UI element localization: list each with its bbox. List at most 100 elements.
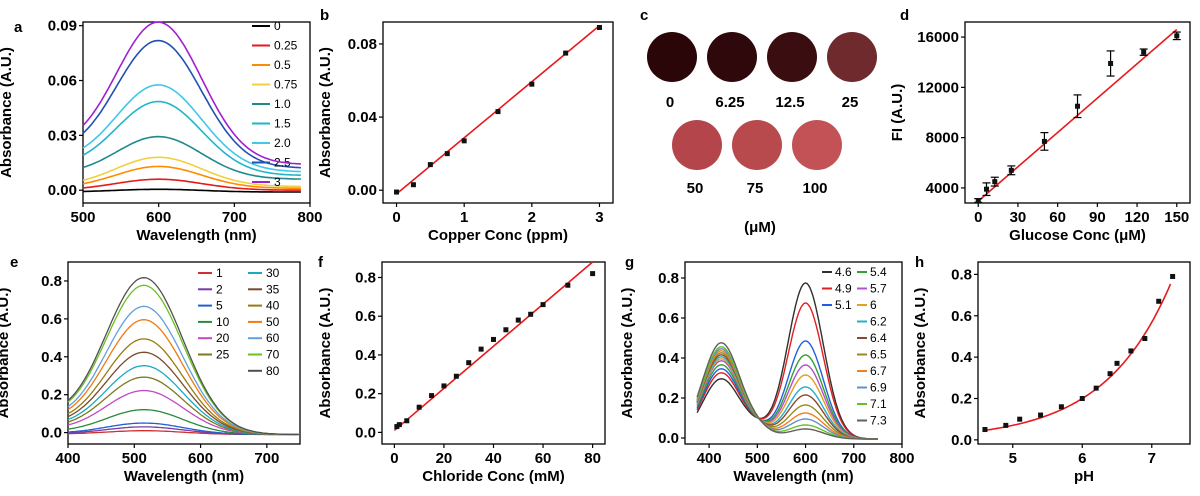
panel-label: h	[915, 254, 924, 271]
y-tick-label: 8000	[926, 130, 959, 147]
data-point	[404, 418, 410, 424]
data-point	[528, 311, 534, 317]
x-tick-label: 3	[595, 209, 603, 226]
y-axis-label: Absorbance (A.U.)	[0, 47, 15, 178]
y-tick-label: 0.09	[48, 18, 77, 35]
plot-frame-g	[684, 261, 903, 445]
spectrum-line	[67, 277, 299, 436]
x-axis-label: pH	[1074, 468, 1094, 485]
legend-label: 25	[216, 348, 230, 362]
spectrum-line	[696, 282, 878, 440]
x-tick-label: 500	[70, 209, 95, 226]
y-tick-label: 0.00	[48, 182, 77, 199]
spot-label: 100	[802, 180, 827, 197]
spectrum-line	[696, 358, 878, 440]
sample-spot	[707, 32, 757, 82]
data-point	[461, 138, 467, 144]
spot-label: 6.25	[715, 94, 744, 111]
data-point	[984, 186, 990, 192]
legend-label: 4.9	[835, 282, 852, 296]
data-point	[394, 189, 400, 195]
legend-label: 1.5	[274, 117, 291, 131]
x-tick-label: 0	[390, 450, 398, 467]
legend-label: 1.0	[274, 97, 291, 111]
data-point	[1141, 49, 1147, 55]
y-tick-label: 0.4	[658, 350, 680, 367]
panel-label: a	[14, 19, 23, 36]
plot-frame-e	[67, 261, 301, 445]
legend-label: 50	[266, 315, 280, 329]
y-axis-label: Absorbance (A.U.)	[317, 288, 334, 419]
y-tick-label: 0.8	[658, 270, 679, 287]
fit-curve	[984, 283, 1172, 432]
x-tick-label: 700	[222, 209, 247, 226]
x-tick-label: 2	[528, 209, 536, 226]
x-tick-label: 7	[1148, 450, 1156, 467]
y-tick-label: 0.8	[41, 273, 62, 290]
y-axis-label: Absorbance (A.U.)	[912, 288, 929, 419]
y-axis-label: Absorbance (A.U.)	[317, 47, 334, 178]
x-tick-label: 120	[1125, 209, 1150, 226]
spot-label: 25	[842, 94, 859, 111]
data-point	[975, 197, 981, 203]
legend-label: 3	[274, 175, 281, 189]
data-point	[1156, 298, 1162, 304]
x-axis-label: Wavelength (nm)	[136, 227, 256, 244]
spectrum-line	[696, 342, 878, 440]
data-point	[444, 151, 450, 157]
panel-label: g	[625, 254, 634, 271]
spot-label: 75	[747, 180, 764, 197]
spectrum-line	[696, 302, 878, 440]
y-tick-label: 16000	[917, 29, 959, 46]
x-axis-label: Glucose Conc (μM)	[1009, 227, 1146, 244]
x-tick-label: 150	[1164, 209, 1189, 226]
y-tick-label: 0.6	[355, 308, 376, 325]
y-tick-label: 0.6	[658, 310, 679, 327]
x-axis-label: Wavelength (nm)	[733, 468, 853, 485]
legend-label: 2.0	[274, 136, 291, 150]
y-tick-label: 0.0	[658, 430, 679, 447]
x-axis-label: Chloride Conc (mM)	[422, 468, 565, 485]
data-point	[1107, 371, 1113, 377]
data-point	[529, 81, 535, 87]
data-point	[396, 422, 402, 428]
data-point	[478, 346, 484, 352]
legend-label: 4.6	[835, 265, 852, 279]
sample-spot	[672, 120, 722, 170]
x-tick-label: 0	[392, 209, 400, 226]
x-tick-label: 600	[146, 209, 171, 226]
spot-label: 50	[687, 180, 704, 197]
data-point	[410, 182, 416, 188]
x-tick-label: 1	[460, 209, 468, 226]
x-tick-label: 60	[1049, 209, 1066, 226]
legend-label: 5.7	[870, 282, 887, 296]
spot-label: 12.5	[775, 94, 804, 111]
y-tick-label: 0.2	[658, 390, 679, 407]
data-point	[1114, 360, 1120, 366]
y-tick-label: 0.06	[48, 73, 77, 90]
spectrum-line	[82, 84, 301, 173]
data-point	[540, 302, 546, 308]
data-point	[429, 393, 435, 399]
spectrum-line	[82, 21, 301, 165]
y-tick-label: 0.2	[951, 391, 972, 408]
data-point	[1075, 103, 1080, 109]
data-point	[1003, 422, 1009, 428]
x-tick-label: 80	[584, 450, 601, 467]
x-tick-label: 800	[889, 450, 914, 467]
panel-label: c	[640, 7, 648, 24]
y-tick-label: 0.0	[355, 424, 376, 441]
spectrum-line	[67, 305, 299, 436]
legend-label: 1	[216, 266, 223, 280]
legend-label: 6.7	[870, 364, 887, 378]
data-point	[1174, 33, 1180, 39]
y-tick-label: 0.6	[951, 308, 972, 325]
legend-label: 6.2	[870, 315, 887, 329]
legend-label: 7.3	[870, 414, 887, 428]
spectrum-line	[82, 135, 301, 180]
data-point	[1041, 138, 1047, 144]
data-point	[565, 282, 571, 288]
legend-label: 40	[266, 299, 280, 313]
spectrum-line	[82, 100, 301, 176]
